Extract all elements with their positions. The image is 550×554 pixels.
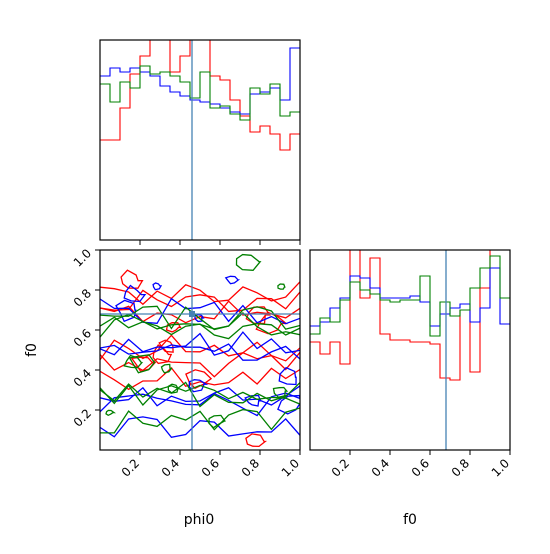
contour-series-0-blob-5 — [158, 339, 174, 353]
phi0-hist-frame — [99, 39, 301, 241]
f0-hist-frame — [309, 249, 511, 451]
contour-ytick-label-3: 0.8 — [71, 286, 94, 309]
contour-truth-marker — [189, 311, 195, 317]
contour-series-2-blob-0 — [277, 283, 286, 290]
contour-series-1-blob-1 — [188, 379, 209, 393]
contour-series-0-blob-2 — [245, 433, 268, 448]
f0-hist-series-1-step — [310, 267, 510, 327]
contour-ytick-label-1: 0.4 — [71, 366, 94, 389]
f0-hist-series-0-step — [310, 250, 510, 381]
contour-series-0-curve-2 — [100, 281, 300, 306]
x-axis-label-f0: f0 — [403, 512, 417, 528]
contour-series-2-blob-2 — [208, 414, 227, 429]
contour-series-2-blob-4 — [128, 354, 156, 374]
contour-ytick-label-4: 1.0 — [71, 246, 94, 269]
contour-series-1-blob-0 — [277, 394, 300, 415]
f0-hist-xtick-label-3: 0.8 — [449, 456, 472, 479]
contour-series-2-blob-3 — [160, 363, 173, 374]
contour-series-2-curve-0 — [100, 305, 300, 331]
contour-series-0-blob-6 — [120, 269, 144, 289]
contour-series-0-curve-5 — [100, 334, 300, 362]
contour-series-2-blob-6 — [235, 253, 262, 271]
contour-series-0-blob-3 — [185, 369, 213, 390]
contour-series-2-blob-7 — [167, 383, 179, 394]
contour-xtick-label-3: 0.8 — [239, 456, 262, 479]
contour-lines-group — [100, 253, 300, 448]
contour-series-1-blob-8 — [123, 284, 147, 303]
contour-series-1-blob-7 — [115, 299, 137, 323]
y-axis-label-f0: f0 — [24, 343, 40, 357]
contour-ytick-label-2: 0.6 — [71, 326, 94, 349]
contour-series-2-curve-5 — [100, 381, 300, 408]
f0-hist-xtick-label-2: 0.6 — [409, 456, 432, 479]
contour-series-1-curve-2 — [100, 331, 300, 356]
contour-series-2-blob-5 — [123, 354, 144, 369]
phi0-histogram-panel — [99, 39, 301, 245]
contour-series-1-blob-6 — [152, 282, 163, 291]
contour-series-2-curve-2 — [100, 316, 300, 340]
contour-series-1-curve-0 — [100, 343, 300, 361]
contour-series-1-blob-4 — [224, 275, 241, 285]
contour-series-2-blob-1 — [105, 409, 117, 417]
contour-series-1-curve-5 — [100, 385, 300, 407]
f0-histogram-panel: 0.2 0.4 0.6 0.8 1.0 — [309, 249, 512, 480]
contour-frame — [99, 249, 301, 451]
contour-series-0-curve-0 — [100, 366, 300, 391]
contour-ytick-label-0: 0.2 — [71, 406, 94, 429]
f0-hist-xtick-label-0: 0.2 — [329, 456, 352, 479]
f0-hist-series-2-step — [310, 255, 510, 337]
f0-hist-series-group — [310, 250, 510, 381]
phi0-f0-contour-panel: 0.2 0.4 0.6 0.8 1.0 0.2 0.4 0.6 0.8 1.0 — [71, 246, 302, 479]
contour-series-0-blob-7 — [255, 311, 288, 335]
x-axis-label-phi0: phi0 — [184, 512, 215, 528]
contour-xtick-label-2: 0.6 — [199, 456, 222, 479]
contour-series-2-blob-8 — [272, 386, 289, 399]
contour-xtick-label-0: 0.2 — [119, 456, 142, 479]
contour-series-0-blob-4 — [165, 322, 182, 333]
phi0-hist-series-2-step — [100, 65, 300, 121]
phi0-hist-series-1-step — [100, 47, 300, 115]
f0-hist-xtick-label-1: 0.4 — [369, 456, 392, 479]
phi0-hist-series-group — [100, 40, 300, 151]
f0-hist-xtick-label-4: 1.0 — [489, 456, 512, 479]
contour-series-2-curve-3 — [100, 407, 300, 434]
contour-xtick-label-4: 1.0 — [279, 456, 302, 479]
contour-xtick-label-1: 0.4 — [159, 456, 182, 479]
contour-series-1-blob-3 — [278, 366, 297, 386]
contour-series-1-curve-3 — [100, 416, 300, 439]
